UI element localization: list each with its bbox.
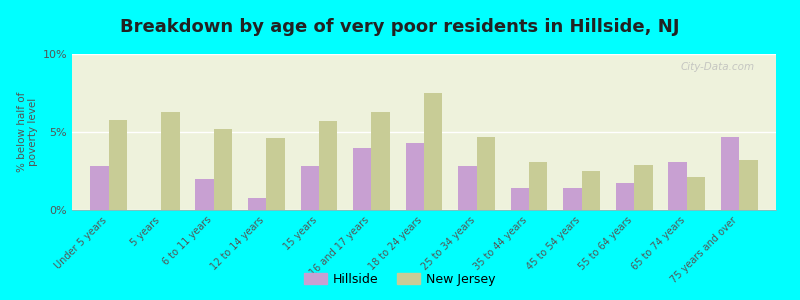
Bar — [214, 129, 232, 210]
Bar — [319, 121, 338, 210]
Bar — [424, 93, 442, 210]
Bar — [739, 160, 758, 210]
Bar — [668, 162, 686, 210]
Bar — [90, 166, 109, 210]
Bar — [634, 165, 653, 210]
Bar — [301, 166, 319, 210]
Bar — [686, 177, 705, 210]
Bar — [616, 184, 634, 210]
Bar — [477, 137, 495, 210]
Bar — [458, 166, 477, 210]
Text: City-Data.com: City-Data.com — [681, 62, 755, 72]
Bar — [721, 137, 739, 210]
Legend: Hillside, New Jersey: Hillside, New Jersey — [299, 268, 501, 291]
Bar — [109, 119, 127, 210]
Text: Breakdown by age of very poor residents in Hillside, NJ: Breakdown by age of very poor residents … — [120, 18, 680, 36]
Bar — [529, 162, 547, 210]
Bar — [510, 188, 529, 210]
Bar — [248, 197, 266, 210]
Bar — [582, 171, 600, 210]
Bar — [406, 143, 424, 210]
Bar — [563, 188, 582, 210]
Bar — [195, 179, 214, 210]
Y-axis label: % below half of
poverty level: % below half of poverty level — [17, 92, 38, 172]
Bar — [353, 148, 371, 210]
Bar — [371, 112, 390, 210]
Bar — [266, 138, 285, 210]
Bar — [162, 112, 180, 210]
